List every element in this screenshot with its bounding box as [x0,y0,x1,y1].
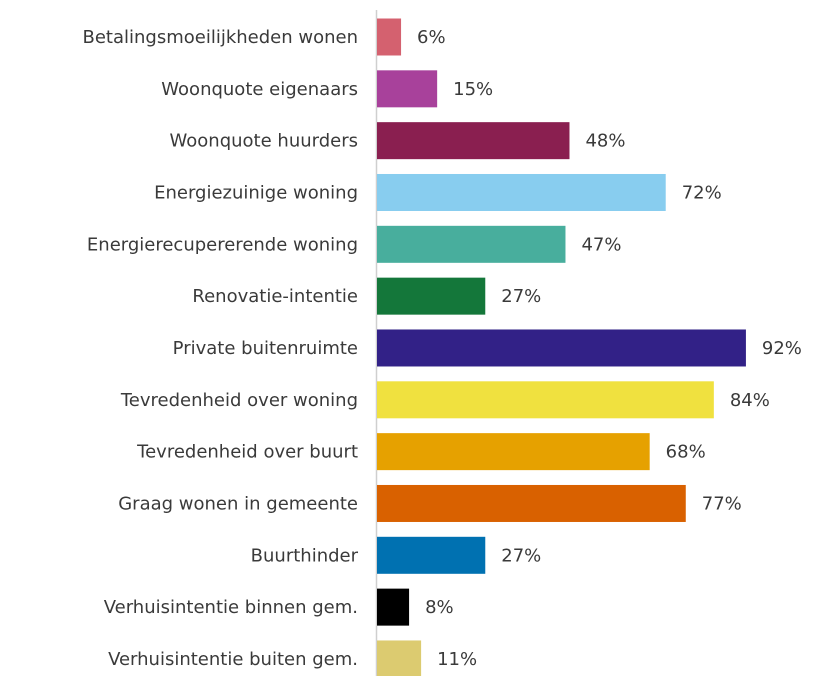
bar [377,122,570,160]
bar [377,484,686,522]
category-label: Verhuisintentie binnen gem. [104,597,358,618]
bar [377,381,714,419]
bar [377,433,650,471]
category-label: Private buitenruimte [173,338,358,359]
bar [377,329,746,367]
value-label: 11% [437,649,477,670]
category-label: Woonquote eigenaars [161,79,358,100]
bar [377,588,410,626]
value-label: 6% [417,27,446,48]
value-label: 68% [666,442,706,463]
value-label: 8% [425,597,454,618]
bar [377,277,486,315]
category-label: Graag wonen in gemeente [118,493,358,514]
category-label: Verhuisintentie buiten gem. [108,649,358,670]
value-label: 72% [682,182,722,203]
value-label: 47% [581,234,621,255]
category-label: Woonquote huurders [170,131,358,152]
category-label: Energierecupererende woning [87,234,358,255]
category-label: Tevredenheid over woning [120,390,358,411]
value-label: 92% [762,338,802,359]
bar [377,536,486,574]
category-label: Tevredenheid over buurt [136,442,358,463]
category-label: Energiezuinige woning [154,182,358,203]
value-label: 27% [501,545,541,566]
category-label: Buurthinder [251,545,359,566]
category-label: Betalingsmoeilijkheden wonen [82,27,358,48]
value-label: 15% [453,79,493,100]
category-label: Renovatie-intentie [192,286,358,307]
value-label: 27% [501,286,541,307]
bar [377,70,438,108]
value-label: 84% [730,390,770,411]
bar [377,18,402,56]
bar [377,640,422,676]
bar [377,225,566,263]
bar [377,173,666,211]
value-label: 48% [585,131,625,152]
value-label: 77% [702,493,742,514]
